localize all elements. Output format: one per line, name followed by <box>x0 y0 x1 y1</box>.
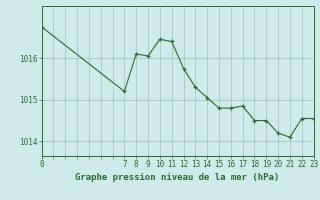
X-axis label: Graphe pression niveau de la mer (hPa): Graphe pression niveau de la mer (hPa) <box>76 173 280 182</box>
